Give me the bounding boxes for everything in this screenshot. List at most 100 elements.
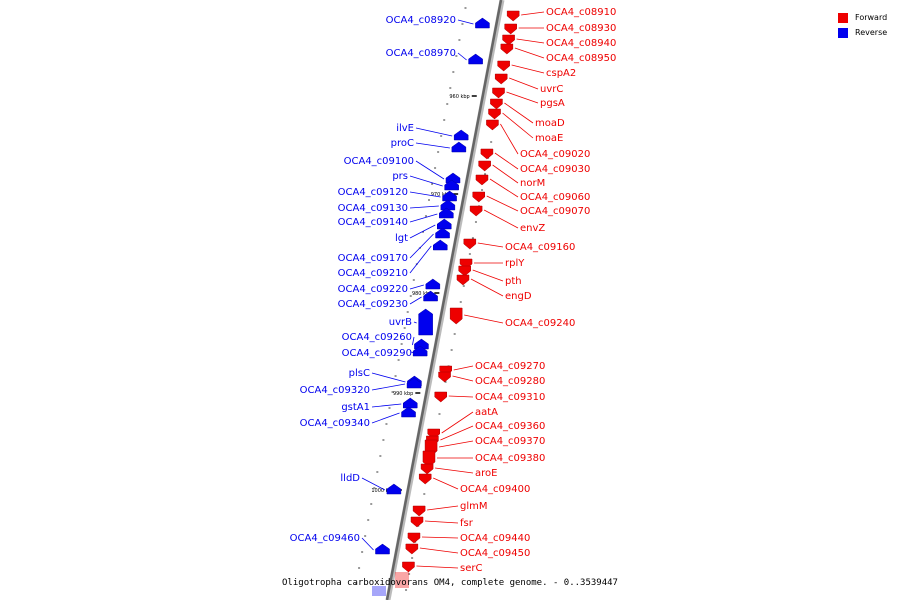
reverse-gene-arrow: gstA1 [341, 397, 418, 413]
reverse-gene-label: proC [391, 138, 414, 149]
reverse-leader-line [415, 142, 450, 149]
reverse-leader-line [409, 233, 434, 259]
reverse-gene-arrow: proC [391, 138, 467, 153]
forward-gene-arrow: pgsA [492, 87, 565, 109]
reverse-leader-line [371, 403, 402, 408]
forward-leader-line [435, 467, 474, 474]
forward-gene-label: OCA4_c09060 [520, 192, 590, 203]
reverse-gene-label: OCA4_c09120 [338, 187, 408, 198]
legend: Forward Reverse [838, 10, 887, 40]
legend-reverse-label: Reverse [855, 28, 888, 37]
forward-gene-arrow: glmM [412, 501, 488, 517]
forward-gene-label: pgsA [540, 98, 565, 109]
forward-leader-line [452, 375, 474, 382]
forward-leader-line [453, 365, 474, 371]
reverse-gene-arrow: OCA4_c09220 [338, 278, 441, 295]
forward-gene-arrow: OCA4_c09070 [472, 191, 590, 217]
reverse-leader-line [409, 284, 424, 290]
forward-gene-arrow: envZ [469, 205, 545, 234]
reverse-leader-line [412, 336, 415, 346]
forward-gene-arrow: fsr [410, 516, 474, 529]
tick-label: 960 kbp [449, 94, 469, 100]
reverse-leader-line [413, 321, 417, 324]
forward-leader-line [441, 411, 474, 434]
forward-gene-label: OCA4_c09310 [475, 392, 545, 403]
reverse-gene-label: uvrB [389, 317, 412, 328]
reverse-leader-line [457, 19, 474, 25]
reverse-gene-label: OCA4_c08970 [386, 48, 456, 59]
reverse-leader-line [410, 351, 415, 354]
reverse-leader-line [415, 127, 453, 137]
forward-gene-arrow: OCA4_c09450 [405, 543, 530, 559]
forward-gene-label: uvrC [540, 84, 563, 95]
tick-label: 980 kbp [412, 291, 432, 297]
forward-leader-line [421, 536, 459, 539]
forward-leader-line [483, 209, 519, 229]
reverse-gene-arrow: OCA4_c09130 [338, 199, 456, 214]
map-caption: Oligotropha carboxidovorans OM4, complet… [282, 578, 618, 588]
forward-gene-arrow: OCA4_c09030 [480, 148, 590, 175]
forward-leader-line [494, 152, 519, 170]
forward-gene-arrow: OCA4_c09270 [439, 361, 545, 377]
forward-gene-label: OCA4_c09030 [520, 164, 590, 175]
forward-gene-label: OCA4_c09070 [520, 206, 590, 217]
reverse-gene-label: lgt [395, 233, 408, 244]
forward-gene-label: OCA4_c09450 [460, 548, 530, 559]
tick-label: 990 kbp [393, 391, 413, 397]
reverse-leader-line [415, 160, 445, 180]
reverse-gene-arrow: OCA4_c09170 [338, 227, 450, 264]
forward-leader-line [521, 11, 545, 16]
forward-gene-arrow: serC [402, 561, 482, 574]
forward-gene-arrow: moaD [490, 98, 565, 129]
forward-leader-line [504, 102, 534, 124]
forward-gene-arrow: uvrC [494, 73, 563, 95]
forward-leader-line [464, 314, 504, 324]
forward-leader-line [440, 425, 474, 441]
forward-leader-line [492, 164, 519, 184]
forward-gene-label: OCA4_c09440 [460, 533, 530, 544]
faded-reverse-gene [372, 586, 386, 596]
reverse-leader-line [361, 477, 386, 491]
legend-forward: Forward [838, 10, 887, 25]
reverse-gene-label: OCA4_c09260 [342, 332, 412, 343]
forward-leader-line [472, 269, 504, 282]
forward-leader-line [416, 565, 459, 569]
forward-gene-arrow: pth [458, 265, 522, 287]
forward-gene-arrow: OCA4_c09020 [486, 119, 590, 160]
forward-gene-arrow: OCA4_c08950 [500, 43, 616, 64]
forward-gene-label: fsr [460, 518, 474, 529]
forward-gene-label: glmM [460, 501, 488, 512]
forward-leader-line [433, 477, 459, 490]
forward-gene-label: OCA4_c09400 [460, 484, 530, 495]
reverse-leader-line [371, 412, 400, 424]
forward-gene-label: OCA4_c08910 [546, 7, 616, 18]
reverse-leader-line [409, 191, 441, 198]
forward-leader-line [511, 64, 545, 74]
reverse-leader-line [361, 537, 374, 551]
reverse-gene-arrow: OCA4_c09290 [342, 345, 428, 359]
reverse-gene-label: OCA4_c09320 [300, 385, 370, 396]
forward-gene-label: OCA4_c09280 [475, 376, 545, 387]
reverse-leader-line [409, 205, 439, 209]
forward-leader-line [489, 178, 519, 198]
chromosome-backbone [355, 0, 517, 600]
forward-gene-label: aatA [475, 407, 498, 418]
forward-gene-arrow: OCA4_c09400 [418, 473, 530, 495]
reverse-leader-line [409, 245, 432, 274]
reverse-gene-label: prs [392, 171, 408, 182]
forward-gene-label: norM [520, 178, 545, 189]
reverse-gene-arrow: OCA4_c09210 [338, 239, 448, 279]
reverse-gene-label: OCA4_c09230 [338, 299, 408, 310]
forward-gene-label: OCA4_c09020 [520, 149, 590, 160]
forward-gene-arrow: norM [478, 160, 545, 189]
reverse-leader-line [371, 372, 406, 383]
forward-gene-label: cspA2 [546, 68, 576, 79]
forward-gene-arrow: aroE [420, 463, 497, 479]
reverse-gene-label: OCA4_c09130 [338, 203, 408, 214]
forward-gene-label: OCA4_c09240 [505, 318, 575, 329]
reverse-leader-line [409, 213, 438, 223]
forward-gene-arrow: OCA4_c08910 [506, 7, 616, 22]
forward-gene-label: pth [505, 276, 522, 287]
reverse-gene-label: OCA4_c09290 [342, 348, 412, 359]
reverse-leader-line [409, 224, 436, 239]
